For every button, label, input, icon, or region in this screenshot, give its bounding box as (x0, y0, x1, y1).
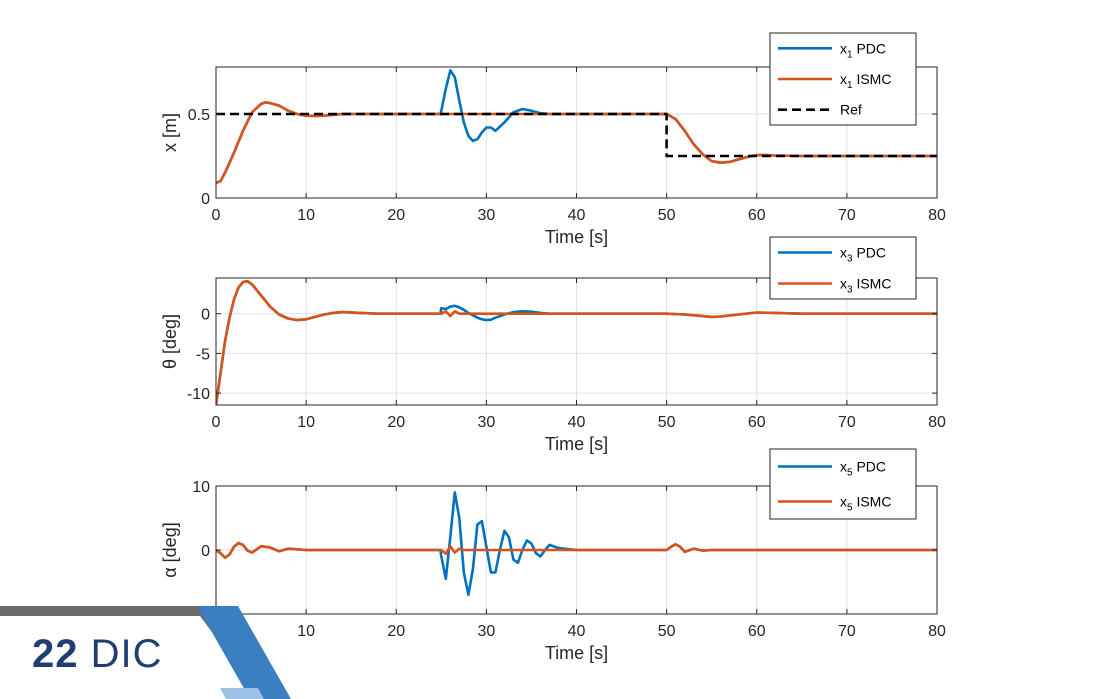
x-tick-label: 10 (297, 207, 315, 224)
legend-label: x1 ISMC (840, 71, 891, 91)
series-line-ismc (216, 279, 937, 405)
banner-decoration (0, 606, 291, 699)
legend-label: x1 PDC (840, 40, 886, 60)
x-tick-label: 70 (838, 414, 856, 431)
x-tick-label: 20 (387, 207, 405, 224)
x-tick-label: 20 (387, 414, 405, 431)
banner-band-light (220, 688, 264, 699)
series-group (216, 491, 937, 597)
banner-band-white (0, 616, 262, 699)
series-group (216, 279, 937, 405)
x-tick-label: 80 (928, 207, 946, 224)
x-tick-label: 50 (658, 414, 676, 431)
legend-label: x5 ISMC (840, 494, 891, 514)
series-line-ismc (216, 541, 937, 560)
legend-label: x5 PDC (840, 459, 886, 479)
y-axis-label: x [m] (160, 113, 180, 152)
x-tick-label: 10 (297, 623, 315, 640)
y-tick-label: 0 (201, 191, 210, 208)
x-axis-label: Time [s] (545, 227, 608, 247)
y-tick-label: 0 (201, 543, 210, 560)
banner-band-blue (197, 606, 291, 699)
x-tick-label: 40 (568, 623, 586, 640)
legend-box (769, 448, 917, 520)
y-tick-label: -10 (187, 386, 210, 403)
legend-box (769, 236, 917, 300)
x-tick-label: 30 (477, 207, 495, 224)
legend: x3 PDC x3 ISMC (769, 236, 917, 300)
x-tick-label: 50 (658, 623, 676, 640)
series-group (216, 69, 937, 185)
x-tick-label: 30 (477, 414, 495, 431)
series-line-ref (216, 112, 937, 158)
x-tick-label: 20 (387, 623, 405, 640)
date-badge: 22 DIC (32, 632, 163, 677)
x-tick-label: 50 (658, 207, 676, 224)
x-axis-label: Time [s] (545, 434, 608, 454)
y-tick-label: 0.5 (188, 107, 210, 124)
legend: x1 PDC x1 ISMC Ref (769, 32, 917, 126)
x-tick-label: 80 (928, 414, 946, 431)
y-tick-label: 0 (201, 307, 210, 324)
x-tick-label: 70 (838, 207, 856, 224)
x-tick-label: 70 (838, 623, 856, 640)
y-axis-label: θ [deg] (160, 314, 180, 369)
legend: x5 PDC x5 ISMC (769, 448, 917, 520)
x-tick-label: 0 (212, 414, 221, 431)
date-badge-day: 22 (32, 632, 79, 676)
x-tick-label: 60 (748, 414, 766, 431)
x-tick-label: 80 (928, 623, 946, 640)
x-tick-label: 0 (212, 207, 221, 224)
x-tick-label: 40 (568, 207, 586, 224)
x-tick-label: 60 (748, 207, 766, 224)
x-tick-label: 40 (568, 414, 586, 431)
y-axis-label: α [deg] (160, 522, 180, 577)
x-tick-label: 10 (297, 414, 315, 431)
legend-label: x3 ISMC (840, 276, 891, 296)
legend-label: x3 PDC (840, 245, 886, 265)
y-tick-label: 10 (192, 479, 210, 496)
legend-label: Ref (840, 102, 862, 118)
date-badge-month: DIC (90, 632, 163, 676)
x-tick-label: 60 (748, 623, 766, 640)
y-tick-label: -5 (196, 346, 210, 363)
x-tick-label: 30 (477, 623, 495, 640)
x-axis-label: Time [s] (545, 643, 608, 663)
